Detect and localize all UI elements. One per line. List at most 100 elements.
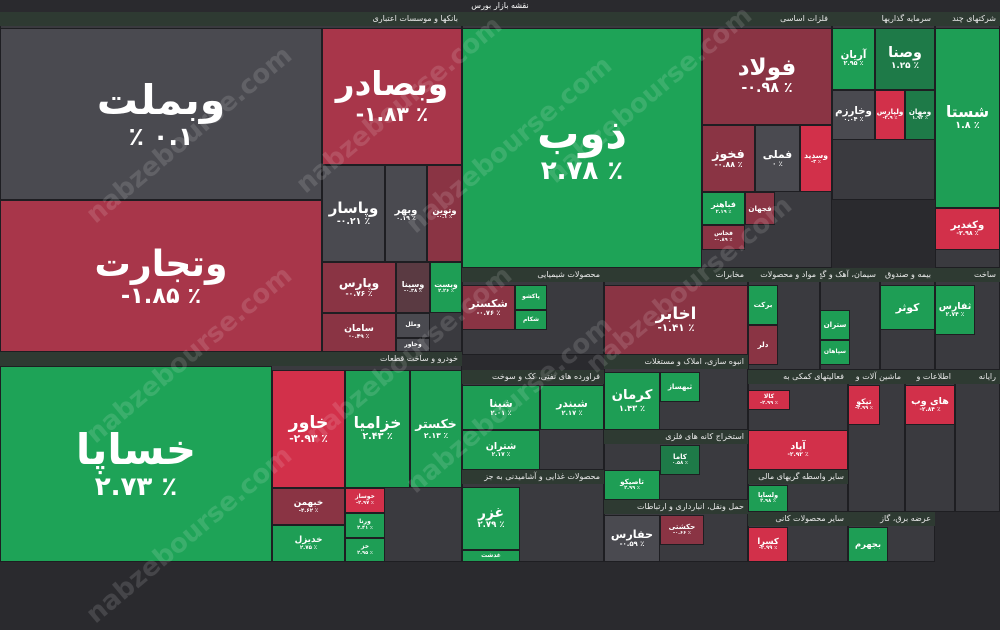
stock-name: تیکو [856,397,872,407]
stock-name: ثفارس [938,300,972,312]
stock-name: های وب [911,395,949,407]
stock-tile: خبهمن -۴.۶۲ ٪ [272,488,345,525]
stock-name: سپاهان [823,348,847,356]
stock-name: وکغدیر [950,220,985,232]
sector-title: شرکتهای چند [935,12,1000,26]
stock-change: -۰.۱ ٪ [436,214,453,221]
stock-name: فخاس [714,230,733,238]
stock-tile: خز ۲.۹۵ ٪ [345,538,385,562]
stock-name: آپاد [790,440,806,452]
stock-tile: وبصادر -۱.۸۳ ٪ [322,28,462,165]
stock-tile: شستا ۱.۸ ٪ [935,28,1000,208]
stock-tile: ولساپا ۲.۹۸ ٪ [748,485,788,512]
stock-tile: خکستر ۲.۱۳ ٪ [410,370,462,488]
stock-tile: خاور -۲.۹۳ ٪ [272,370,345,488]
stock-change: ۲.۷۹ ٪ [477,520,505,531]
stock-name: فباهنر [711,200,736,210]
stock-name: بجهرم [855,538,881,549]
stock-tile: ثفارس ۲.۷۴ ٪ [935,285,975,335]
stock-tile: کسرا -۲.۹۹ ٪ [748,527,788,562]
stock-tile: وبست ۲.۲۶ ٪ [430,262,462,313]
sector-title: اطلاعات و [905,370,955,384]
stock-name: تاصیکو [620,477,644,487]
stock-name: فملی [762,147,793,161]
page-title: نقشه بازار بورس [0,0,1000,12]
stock-tile: وتوین -۰.۱ ٪ [427,165,462,262]
stock-name: آریان [840,49,867,61]
stock-tile: غزر ۲.۷۹ ٪ [462,487,520,550]
sector [955,370,1000,512]
stock-name: برکت [753,300,773,310]
stock-change: ۲.۹۹ ٪ [624,485,640,492]
stock-name: دلر [757,340,769,350]
stock-name: کوثر [895,300,920,314]
stock-change: -۲.۹۹ ٪ [760,399,778,406]
stock-tile: سپاهان [820,340,850,365]
stock-name: وبصادر [335,65,449,104]
stock-name: پاکشو [522,293,540,301]
stock-change: ۲.۰۱ ٪ [490,408,512,417]
stock-tile: تیکو -۲.۹۹ ٪ [848,385,880,425]
stock-tile: شکام [515,310,547,330]
sector-title: فلزات اساسی [462,12,832,26]
stock-change: ٪ ۰.۱ [128,120,194,151]
stock-name: کاما [673,452,687,462]
stock-name: غدشت [481,551,501,559]
sector-title: رایانه [955,370,1000,384]
stock-name: وملل [405,321,421,329]
sector-title: مخابرات [604,268,748,282]
stock-name: شپنا [489,396,513,410]
stock-name: حفارس [610,527,654,541]
stock-name: خز [360,542,370,550]
stock-name: وسدید [804,150,828,160]
stock-name: فخوز [712,146,745,162]
stock-tile: اخابر -۱.۴۱ ٪ [604,285,748,355]
stock-name: سامان [344,323,374,335]
stock-tile: شپنا ۲.۰۱ ٪ [462,385,540,430]
stock-name: خبهمن [293,497,324,508]
stock-name: وبملت [96,75,226,124]
stock-tile: خدیزل ۲.۷۵ ٪ [272,525,345,562]
sector-title: مواد و محصولات [748,268,820,282]
stock-name: خکستر [415,416,457,431]
stock-tile: ستران [820,310,850,340]
stock-name: خزامیا [353,414,402,433]
stock-tile: فخوز -۰.۸۸ ٪ [702,125,755,192]
stock-tile: خزامیا ۲.۴۳ ٪ [345,370,410,488]
stock-tile: ذوب ۲.۷۸ ٪ [462,28,702,268]
stock-tile: سامان -۰.۴۹ ٪ [322,313,396,352]
stock-tile: ورنا ۲.۴۱ ٪ [345,513,385,538]
stock-tile: کالا -۲.۹۹ ٪ [748,390,790,410]
sector-title: فعالیتهای کمکی به [748,370,848,384]
stock-change: -۲.۹۸ ٪ [956,230,979,238]
sector-title: محصولات شیمیایی [462,268,604,282]
sector-title: عرضه برق، گاز [848,512,935,526]
stock-name: ستران [823,320,847,330]
stock-change: ۲.۹۵ ٪ [357,549,373,556]
sector-title: حمل ونقل، انبارداری و ارتباطات [604,500,748,514]
stock-name: شکام [522,315,540,323]
stock-change: ۲.۹۸ ٪ [760,498,776,505]
stock-tile: آریان ۲.۹۵ ٪ [832,28,875,90]
stock-change: ۱.۸ ٪ [955,120,980,132]
stock-name: شکستر [469,296,508,310]
stock-tile: شکستر -۰.۷۶ ٪ [462,285,515,330]
sector-title: خودرو و ساخت قطعات [0,352,462,366]
stock-change: ۲.۱۷ ٪ [561,408,583,417]
stock-tile: دلر [748,325,778,365]
stock-name: خساپا [75,424,197,474]
stock-name: کالا [763,392,775,400]
sector-title: بیمه و صندوق [880,268,935,282]
stock-change: ۲.۷۸ ٪ [540,155,624,186]
sector-title: محصولات غذایی و آشامیدنی به جز [462,470,604,484]
stock-change: -۳ ٪ [811,158,821,165]
stock-tile: ولپارس -۲.۹ ٪ [875,90,905,140]
stock-change: ۲.۷۴ ٪ [945,312,965,318]
stock-change: -۲.۹۳ ٪ [289,431,328,445]
stock-change: ۲.۷۵ ٪ [299,545,318,552]
sector-title: سایر محصولات کانی [748,512,848,526]
stock-change: ۲.۷۳ ٪ [94,471,178,502]
stock-tile: های وب -۲.۸۴ ٪ [905,385,955,425]
stock-change: -۰.۹۸ ٪ [741,80,793,97]
stock-tile: آپاد -۲.۹۲ ٪ [748,430,848,470]
